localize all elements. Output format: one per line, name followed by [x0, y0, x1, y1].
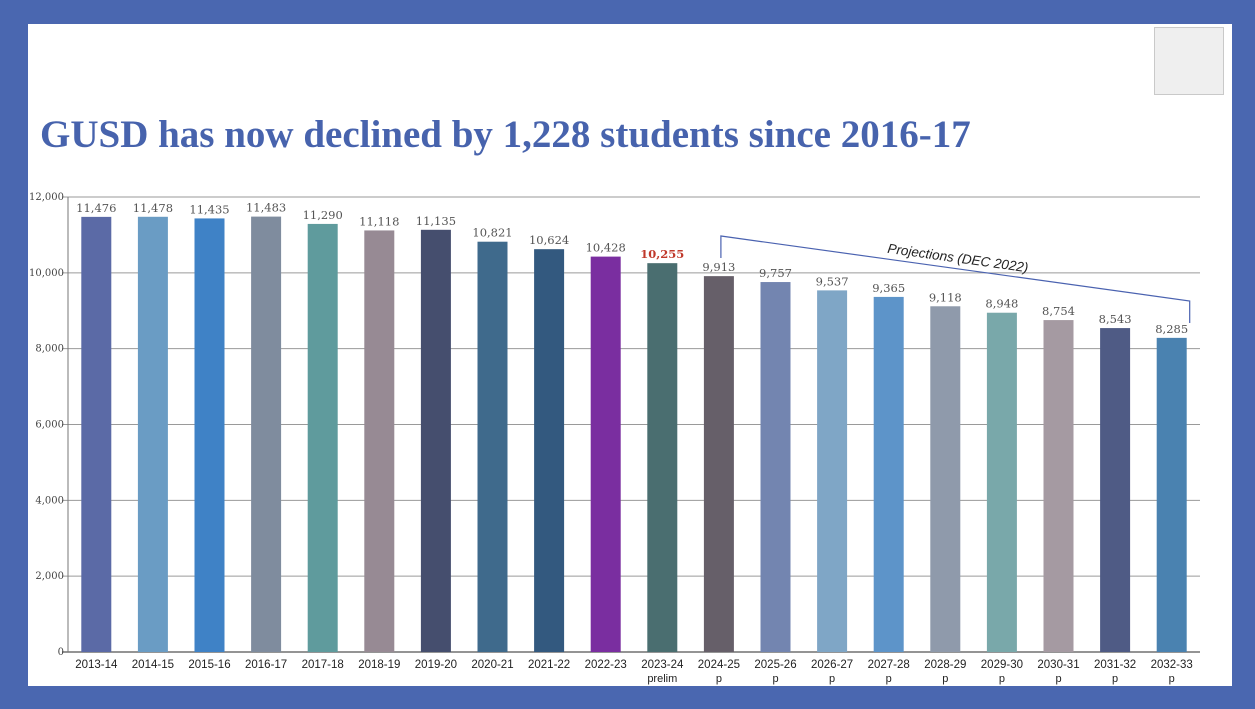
bar — [81, 216, 112, 652]
data-label: 9,913 — [702, 260, 735, 274]
x-tick-label: 2025-26 — [754, 659, 796, 671]
x-tick-label: 2029-30 — [981, 659, 1023, 671]
x-tick-label: 2013-14 — [75, 659, 118, 671]
x-tick-label: 2021-22 — [528, 659, 570, 671]
x-tick-label: 2027-28 — [868, 659, 910, 671]
x-tick-sublabel: p — [1169, 673, 1175, 685]
data-label: 8,543 — [1099, 312, 1132, 326]
x-tick-label: 2017-18 — [302, 659, 344, 671]
x-tick-label: 2022-23 — [585, 659, 627, 671]
bar — [817, 290, 848, 652]
x-tick-label: 2016-17 — [245, 659, 287, 671]
x-tick-sublabel: p — [716, 673, 722, 685]
data-label: 11,290 — [303, 208, 343, 222]
x-tick-label: 2014-15 — [132, 659, 174, 671]
x-tick-sublabel: p — [772, 673, 778, 685]
x-tick-sublabel: p — [1112, 673, 1118, 685]
data-label: 8,754 — [1042, 304, 1075, 318]
x-tick-label: 2031-32 — [1094, 659, 1136, 671]
bar — [930, 306, 961, 652]
data-label: 11,478 — [133, 201, 173, 215]
x-tick-label: 2018-19 — [358, 659, 400, 671]
data-label: 9,118 — [929, 290, 962, 304]
y-tick-label: 12,000 — [29, 192, 64, 203]
data-label: 8,948 — [985, 297, 1018, 311]
data-label: 11,435 — [189, 202, 229, 216]
bar — [1043, 320, 1074, 652]
slide-title: GUSD has now declined by 1,228 students … — [40, 113, 971, 156]
x-tick-label: 2024-25 — [698, 659, 740, 671]
bar — [137, 216, 168, 653]
data-label: 10,821 — [472, 226, 512, 240]
bar — [251, 216, 282, 653]
bar — [647, 263, 678, 652]
bar — [986, 312, 1017, 652]
x-tick-sublabel: p — [886, 673, 892, 685]
x-tick-sublabel: prelim — [647, 673, 677, 685]
x-tick-label: 2015-16 — [188, 659, 230, 671]
data-label: 9,757 — [759, 266, 792, 280]
y-tick-label: 8,000 — [35, 344, 64, 355]
data-label: 9,365 — [872, 281, 905, 295]
x-tick-label: 2028-29 — [924, 659, 966, 671]
x-tick-sublabel: p — [1055, 673, 1061, 685]
projections-bracket — [720, 235, 1191, 323]
y-tick-label: 10,000 — [29, 268, 64, 279]
bar — [307, 223, 338, 652]
projections-label: Projections (DEC 2022) — [887, 241, 1030, 275]
x-tick-label: 2030-31 — [1037, 659, 1079, 671]
bar — [364, 230, 395, 652]
x-tick-label: 2020-21 — [471, 659, 513, 671]
x-tick-sublabel: p — [999, 673, 1005, 685]
bar — [873, 296, 904, 652]
data-label: 10,624 — [529, 233, 569, 247]
data-label: 10,428 — [586, 241, 626, 255]
data-label: 8,285 — [1155, 322, 1188, 336]
data-label: 11,483 — [246, 201, 286, 215]
bar — [760, 282, 791, 652]
x-tick-label: 2026-27 — [811, 659, 853, 671]
thumbnail-placeholder — [1154, 27, 1224, 95]
y-tick-label: 2,000 — [35, 571, 64, 582]
data-label: 9,537 — [816, 274, 849, 288]
y-tick-label: 4,000 — [35, 495, 64, 506]
data-label: 11,135 — [416, 214, 456, 228]
x-tick-sublabel: p — [942, 673, 948, 685]
bar — [534, 249, 565, 652]
bar — [194, 218, 225, 652]
bar — [590, 256, 621, 652]
data-label: 11,118 — [359, 214, 399, 228]
data-label: 10,255 — [640, 247, 684, 261]
x-tick-label: 2023-24 — [641, 659, 684, 671]
y-tick-label: 0 — [58, 647, 64, 658]
bar — [1156, 337, 1187, 652]
bar — [477, 241, 508, 653]
data-label: 11,476 — [76, 201, 116, 215]
x-tick-sublabel: p — [829, 673, 835, 685]
bar — [703, 276, 734, 652]
bar — [1100, 328, 1131, 652]
x-tick-label: 2019-20 — [415, 659, 457, 671]
y-tick-label: 6,000 — [35, 420, 64, 431]
bar — [420, 229, 451, 652]
x-tick-label: 2032-33 — [1151, 659, 1193, 671]
